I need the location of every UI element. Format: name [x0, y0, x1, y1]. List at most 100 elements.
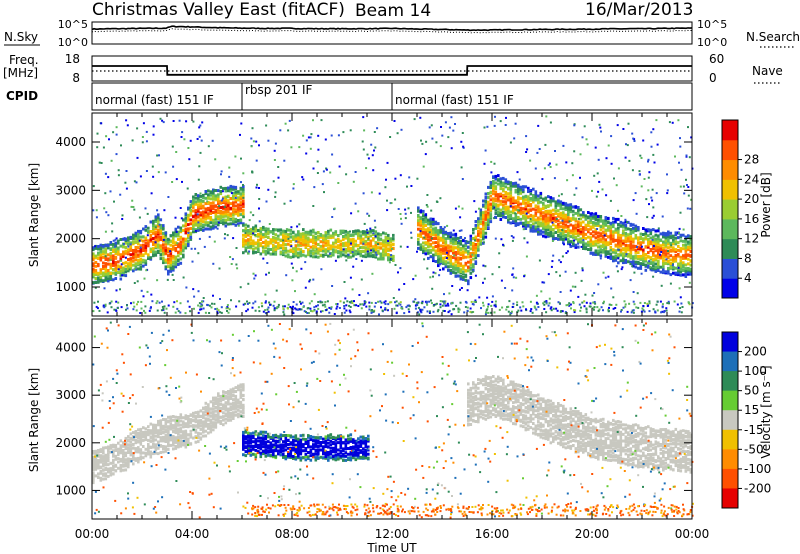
- power-cell: [482, 203, 485, 207]
- power-noise: [145, 170, 148, 172]
- power-noise: [110, 306, 113, 309]
- power-cell: [384, 240, 388, 244]
- power-cell: [124, 246, 128, 249]
- power-noise: [523, 237, 526, 240]
- power-noise: [652, 214, 655, 217]
- power-cell: [527, 190, 530, 193]
- power-noise: [517, 309, 520, 312]
- power-cell: [582, 230, 585, 234]
- power-cell: [284, 229, 288, 233]
- power-cell: [382, 250, 385, 254]
- power-cell: [247, 242, 250, 246]
- power-cell: [504, 181, 508, 185]
- power-noise: [682, 228, 685, 231]
- power-noise: [526, 148, 529, 151]
- power-noise: [258, 187, 260, 189]
- power-noise: [246, 302, 249, 305]
- power-cell: [429, 238, 433, 242]
- power-noise: [531, 311, 534, 314]
- power-cell: [364, 246, 368, 250]
- power-cell: [284, 243, 288, 247]
- power-cell: [677, 252, 680, 256]
- power-cell: [239, 197, 243, 201]
- power-cell: [124, 241, 128, 245]
- power-noise: [201, 300, 203, 303]
- power-cell: [344, 235, 348, 239]
- power-cell: [469, 263, 473, 267]
- velocity-cell: [94, 467, 98, 471]
- power-noise: [353, 304, 356, 307]
- power-cell: [484, 235, 488, 239]
- power-cell: [612, 237, 615, 241]
- power-noise: [592, 301, 595, 304]
- power-noise: [176, 242, 179, 245]
- power-cell: [274, 248, 278, 252]
- power-noise: [447, 311, 450, 314]
- power-cell: [132, 240, 135, 244]
- power-cell: [302, 228, 305, 232]
- power-cell: [474, 226, 478, 230]
- power-cell: [282, 246, 285, 250]
- power-cell: [129, 266, 133, 270]
- power-cell: [142, 243, 145, 247]
- power-cell: [509, 198, 513, 202]
- power-cell: [267, 247, 270, 251]
- power-noise: [426, 267, 429, 270]
- power-cell: [297, 233, 300, 237]
- power-cell: [449, 231, 453, 235]
- power-cell: [512, 196, 515, 200]
- power-noise: [353, 300, 355, 303]
- power-cell: [214, 221, 218, 225]
- power-cell: [139, 247, 143, 251]
- power-noise: [140, 289, 143, 292]
- power-cell: [527, 195, 530, 199]
- power-cell: [194, 213, 198, 217]
- power-cell: [114, 260, 118, 264]
- power-cell: [312, 234, 315, 238]
- power-cell: [214, 217, 218, 221]
- power-cell: [562, 229, 565, 233]
- power-noise: [283, 159, 286, 162]
- power-cell: [242, 204, 245, 208]
- power-cell: [109, 277, 113, 281]
- power-cell: [569, 223, 573, 227]
- power-noise: [665, 309, 668, 312]
- power-cell: [419, 245, 423, 249]
- power-noise: [426, 303, 429, 306]
- power-cell: [647, 255, 650, 259]
- power-cell: [534, 221, 538, 225]
- power-cell: [519, 206, 523, 210]
- power-noise: [226, 234, 229, 237]
- power-cell: [157, 243, 160, 247]
- cpid-mode-3: normal (fast) 151 IF: [395, 93, 514, 107]
- power-cell: [157, 219, 160, 223]
- power-cell: [197, 207, 200, 211]
- power-cell: [532, 214, 535, 218]
- power-noise: [329, 171, 332, 174]
- power-cell: [227, 207, 230, 211]
- power-cell: [224, 221, 228, 225]
- power-cell: [544, 231, 548, 235]
- power-noise: [139, 312, 142, 314]
- power-noise: [374, 302, 377, 304]
- power-cell: [637, 236, 640, 240]
- power-cell: [419, 219, 423, 223]
- power-cell: [389, 237, 393, 241]
- power-cell: [149, 247, 153, 251]
- power-noise: [428, 126, 431, 129]
- power-cell: [559, 211, 563, 215]
- power-cell: [389, 243, 393, 247]
- power-noise: [380, 306, 382, 309]
- power-cell: [497, 193, 500, 197]
- power-cell: [627, 239, 630, 243]
- power-noise: [179, 207, 182, 209]
- power-cell: [187, 244, 190, 248]
- power-cell: [434, 220, 438, 224]
- power-cell: [482, 223, 485, 227]
- power-cell: [457, 270, 460, 274]
- power-cell: [502, 193, 505, 197]
- power-noise: [197, 178, 200, 181]
- power-cell: [187, 230, 190, 233]
- power-cell: [107, 246, 110, 250]
- power-cell: [557, 209, 560, 213]
